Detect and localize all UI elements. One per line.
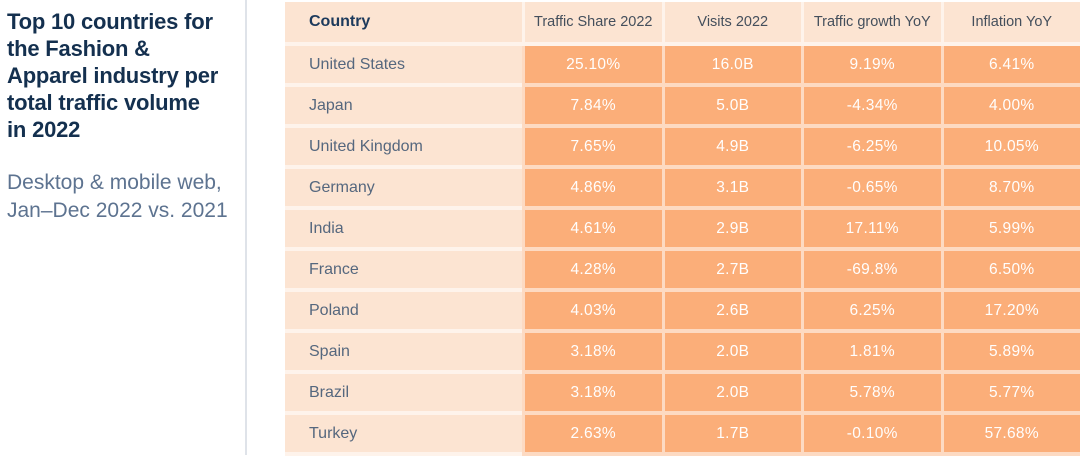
table-header-row: Country Traffic Share 2022 Visits 2022 T… [285,2,1080,46]
page-subtitle: Desktop & mobile web, Jan–Dec 2022 vs. 2… [7,171,228,222]
traffic-share-cell: 7.84% [522,87,662,128]
visits-cell: 2.7B [661,251,801,292]
visits-cell: 2.0B [661,333,801,374]
inflation-cell: 57.68% [940,415,1080,456]
table-row: Poland 4.03% 2.6B 6.25% 17.20% [285,292,1080,333]
country-cell: Poland [285,292,522,333]
inflation-cell: 17.20% [940,292,1080,333]
traffic-growth-cell: -0.65% [801,169,941,210]
column-header-traffic-growth: Traffic growth YoY [801,2,941,46]
table-row: Germany 4.86% 3.1B -0.65% 8.70% [285,169,1080,210]
traffic-share-cell: 4.61% [522,210,662,251]
inflation-cell: 5.89% [940,333,1080,374]
country-cell: Japan [285,87,522,128]
table-row: Brazil 3.18% 2.0B 5.78% 5.77% [285,374,1080,415]
visits-cell: 2.6B [661,292,801,333]
country-cell: Brazil [285,374,522,415]
visits-cell: 3.1B [661,169,801,210]
traffic-growth-cell: -4.34% [801,87,941,128]
traffic-growth-cell: 9.19% [801,46,941,87]
country-cell: United Kingdom [285,128,522,169]
country-cell: Germany [285,169,522,210]
traffic-share-cell: 3.18% [522,374,662,415]
page-title: Top 10 countries for the Fashion & Appar… [7,9,219,142]
table-row: France 4.28% 2.7B -69.8% 6.50% [285,251,1080,292]
country-cell: France [285,251,522,292]
traffic-growth-cell: 5.78% [801,374,941,415]
traffic-growth-cell: 1.81% [801,333,941,374]
traffic-growth-cell: -6.25% [801,128,941,169]
table-row: Turkey 2.63% 1.7B -0.10% 57.68% [285,415,1080,456]
column-header-country: Country [285,2,522,46]
inflation-cell: 5.99% [940,210,1080,251]
visits-cell: 4.9B [661,128,801,169]
country-cell: Turkey [285,415,522,456]
table-row: Japan 7.84% 5.0B -4.34% 4.00% [285,87,1080,128]
inflation-cell: 5.77% [940,374,1080,415]
traffic-growth-cell: 17.11% [801,210,941,251]
country-cell: United States [285,46,522,87]
country-cell: India [285,210,522,251]
traffic-share-cell: 7.65% [522,128,662,169]
inflation-cell: 6.41% [940,46,1080,87]
visits-cell: 5.0B [661,87,801,128]
visits-cell: 16.0B [661,46,801,87]
left-panel: Top 10 countries for the Fashion & Appar… [7,8,239,225]
countries-table: Country Traffic Share 2022 Visits 2022 T… [285,2,1080,456]
traffic-share-cell: 4.86% [522,169,662,210]
table-row: India 4.61% 2.9B 17.11% 5.99% [285,210,1080,251]
traffic-share-cell: 4.28% [522,251,662,292]
column-header-inflation: Inflation YoY [940,2,1080,46]
traffic-growth-cell: -69.8% [801,251,941,292]
inflation-cell: 8.70% [940,169,1080,210]
traffic-growth-cell: -0.10% [801,415,941,456]
visits-cell: 1.7B [661,415,801,456]
traffic-share-cell: 3.18% [522,333,662,374]
inflation-cell: 6.50% [940,251,1080,292]
traffic-share-cell: 2.63% [522,415,662,456]
inflation-cell: 10.05% [940,128,1080,169]
visits-cell: 2.9B [661,210,801,251]
country-cell: Spain [285,333,522,374]
inflation-cell: 4.00% [940,87,1080,128]
column-header-visits: Visits 2022 [661,2,801,46]
traffic-share-cell: 25.10% [522,46,662,87]
traffic-share-cell: 4.03% [522,292,662,333]
column-header-traffic-share: Traffic Share 2022 [522,2,662,46]
table-row: Spain 3.18% 2.0B 1.81% 5.89% [285,333,1080,374]
table-row: United States 25.10% 16.0B 9.19% 6.41% [285,46,1080,87]
panel-divider [245,0,247,455]
visits-cell: 2.0B [661,374,801,415]
table-row: United Kingdom 7.65% 4.9B -6.25% 10.05% [285,128,1080,169]
traffic-growth-cell: 6.25% [801,292,941,333]
